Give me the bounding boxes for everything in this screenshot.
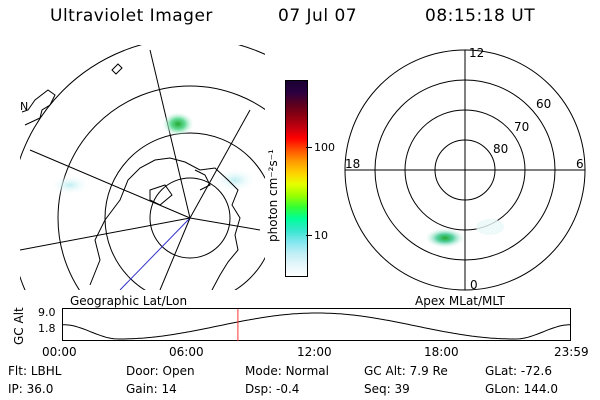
magnetic-caption: Apex MLat/MLT [415, 294, 505, 308]
aurora-emission [162, 112, 194, 136]
mlt-label-left: 18 [345, 157, 361, 171]
coastline [194, 169, 211, 191]
coastline [21, 89, 56, 126]
colorbar-tick [306, 235, 312, 236]
colorbar-unit-label: photon cm⁻²s⁻¹ [266, 149, 280, 242]
status-glon: GLon: 144.0 [485, 382, 558, 396]
aurora-emission [50, 175, 90, 195]
header-date: 07 Jul 07 [278, 6, 358, 26]
latitude-circle [104, 132, 265, 290]
timeline-xtick: 06:00 [169, 345, 204, 359]
coastline [149, 184, 173, 206]
status-label: Dsp: [245, 382, 273, 396]
status-flt: Flt: LBHL [8, 364, 61, 378]
status-value: 14 [161, 382, 177, 396]
status-value: -0.4 [275, 382, 300, 396]
status-label: GC Alt: [364, 364, 406, 378]
status-seq: Seq: 39 [364, 382, 410, 396]
status-label: GLat: [485, 364, 518, 378]
mlat-label: 60 [536, 97, 552, 111]
aurora-emission [425, 228, 465, 248]
status-label: Gain: [126, 382, 158, 396]
status-label: Mode: [245, 364, 282, 378]
status-value: 144.0 [523, 382, 558, 396]
timeline-ytick: 1.8 [38, 322, 56, 335]
mlat-label: 80 [493, 142, 509, 156]
altitude-curve [62, 312, 572, 340]
colorbar-tick-label: 10 [314, 229, 328, 242]
app-title: Ultraviolet Imager [50, 6, 213, 26]
meridian-line [189, 217, 261, 231]
status-label: GLon: [485, 382, 520, 396]
coastline [89, 157, 241, 290]
altitude-timeline [62, 308, 572, 341]
latitude-circle [149, 177, 231, 259]
status-label: IP: [8, 382, 23, 396]
status-mode: Mode: Normal [245, 364, 329, 378]
mlt-label-bottom: 0 [470, 278, 478, 292]
status-door: Door: Open [126, 364, 195, 378]
status-value: 39 [394, 382, 410, 396]
status-label: Flt: [8, 364, 27, 378]
status-ip: IP: 36.0 [8, 382, 53, 396]
aurora-emission [476, 219, 504, 235]
status-value: -72.6 [520, 364, 552, 378]
status-gain: Gain: 14 [126, 382, 177, 396]
timeline-ylabel: GC Alt [12, 307, 26, 345]
meridian-line [189, 109, 251, 219]
status-label: Door: [126, 364, 159, 378]
status-value: Open [162, 364, 195, 378]
magnetic-dial [344, 49, 586, 291]
timeline-xtick: 23:59 [554, 345, 589, 359]
meridian-line [20, 217, 191, 251]
colorbar-gradient [286, 81, 307, 276]
north-label: N [20, 100, 28, 113]
status-value: 7.9 Re [409, 364, 448, 378]
header-time: 08:15:18 UT [425, 6, 536, 26]
status-dsp: Dsp: -0.4 [245, 382, 299, 396]
meridian-line [29, 149, 191, 219]
timeline-xtick: 18:00 [424, 345, 459, 359]
latitude-circle [57, 85, 265, 290]
status-value: Normal [285, 364, 329, 378]
meridian-line [119, 217, 191, 290]
status-glat: GLat: -72.6 [485, 364, 552, 378]
colorbar-tick [306, 147, 312, 148]
timeline-xtick: 00:00 [42, 345, 77, 359]
aurora-emission [213, 168, 257, 192]
status-value: LBHL [30, 364, 62, 378]
colorbar-tick-label: 100 [314, 141, 335, 154]
geographic-map: N [20, 45, 265, 290]
status-label: Seq: [364, 382, 391, 396]
colorbar [285, 80, 308, 277]
status-gc-alt: GC Alt: 7.9 Re [364, 364, 448, 378]
mlat-label: 70 [514, 120, 530, 134]
coastline [111, 63, 123, 75]
timeline-xtick: 12:00 [297, 345, 332, 359]
mlt-label-top: 12 [469, 46, 485, 60]
geographic-caption: Geographic Lat/Lon [70, 294, 188, 308]
timeline-ytick: 9.0 [38, 306, 56, 319]
meridian-line [159, 217, 191, 290]
status-value: 36.0 [26, 382, 54, 396]
mlt-label-right: 6 [576, 157, 584, 171]
